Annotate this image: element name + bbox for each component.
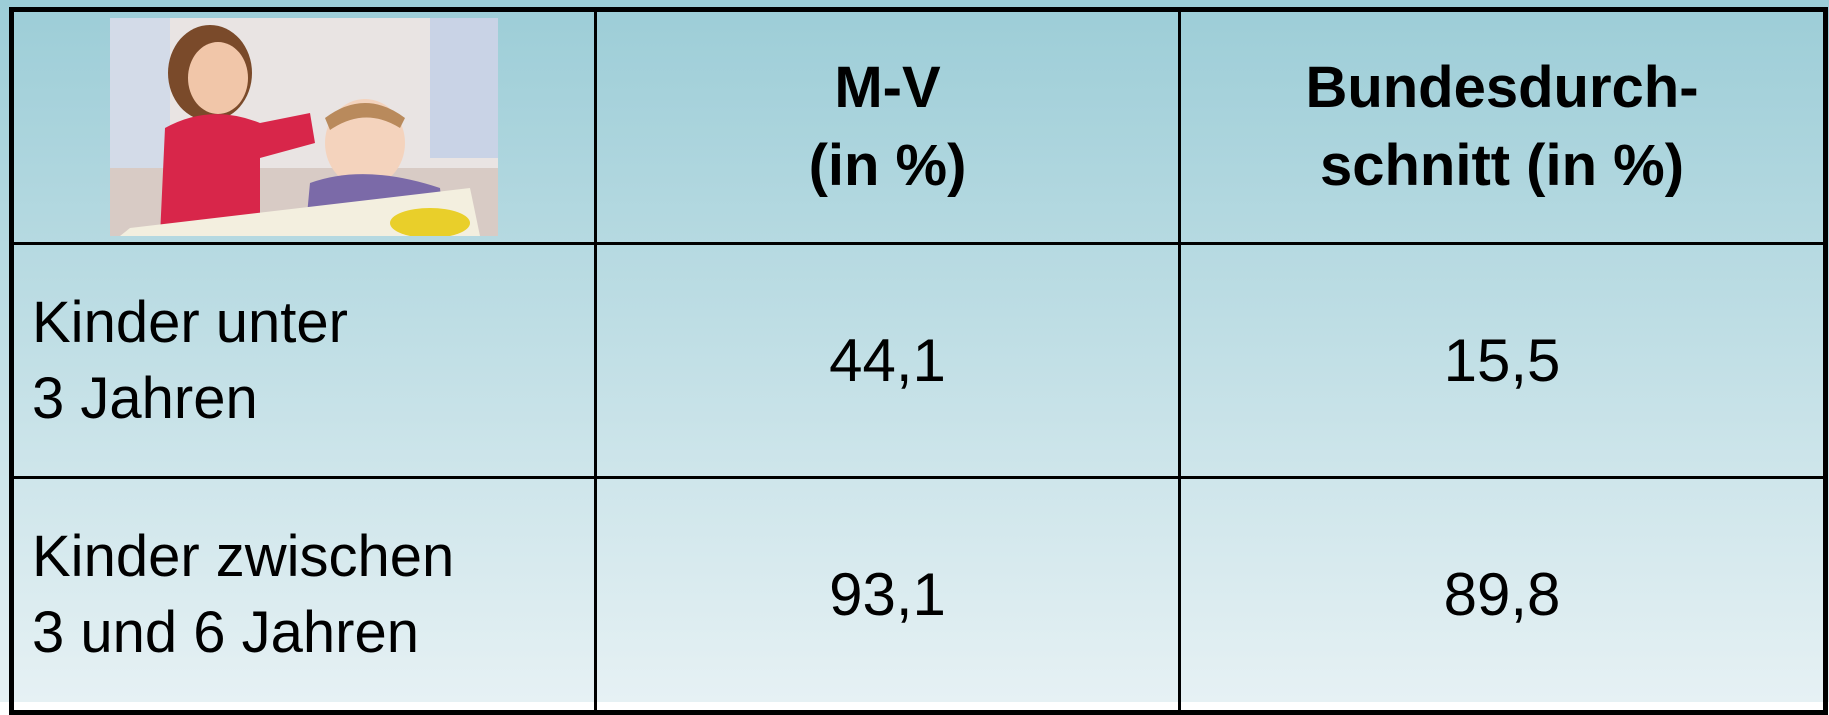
header-row: M-V (in %) Bundesdurch- schnitt (in %) [12,10,1826,244]
children-photo [110,18,498,236]
column-header: Bundesdurch- schnitt (in %) [1180,10,1826,244]
row-label: Kinder zwischen 3 und 6 Jahren [12,478,596,713]
cell-value: 15,5 [1180,244,1826,478]
photo-cell [12,10,596,244]
cell-value: 44,1 [596,244,1180,478]
data-table: M-V (in %) Bundesdurch- schnitt (in %) K… [9,7,1828,715]
table-row: Kinder zwischen 3 und 6 Jahren 93,1 89,8 [12,478,1826,713]
row-label: Kinder unter 3 Jahren [12,244,596,478]
cell-value: 89,8 [1180,478,1826,713]
slide: M-V (in %) Bundesdurch- schnitt (in %) K… [0,0,1829,702]
column-header: M-V (in %) [596,10,1180,244]
page: {"table": { "header": ["M-V\n(in %)", "B… [0,0,1829,702]
cell-value: 93,1 [596,478,1180,713]
table-row: Kinder unter 3 Jahren 44,1 15,5 [12,244,1826,478]
